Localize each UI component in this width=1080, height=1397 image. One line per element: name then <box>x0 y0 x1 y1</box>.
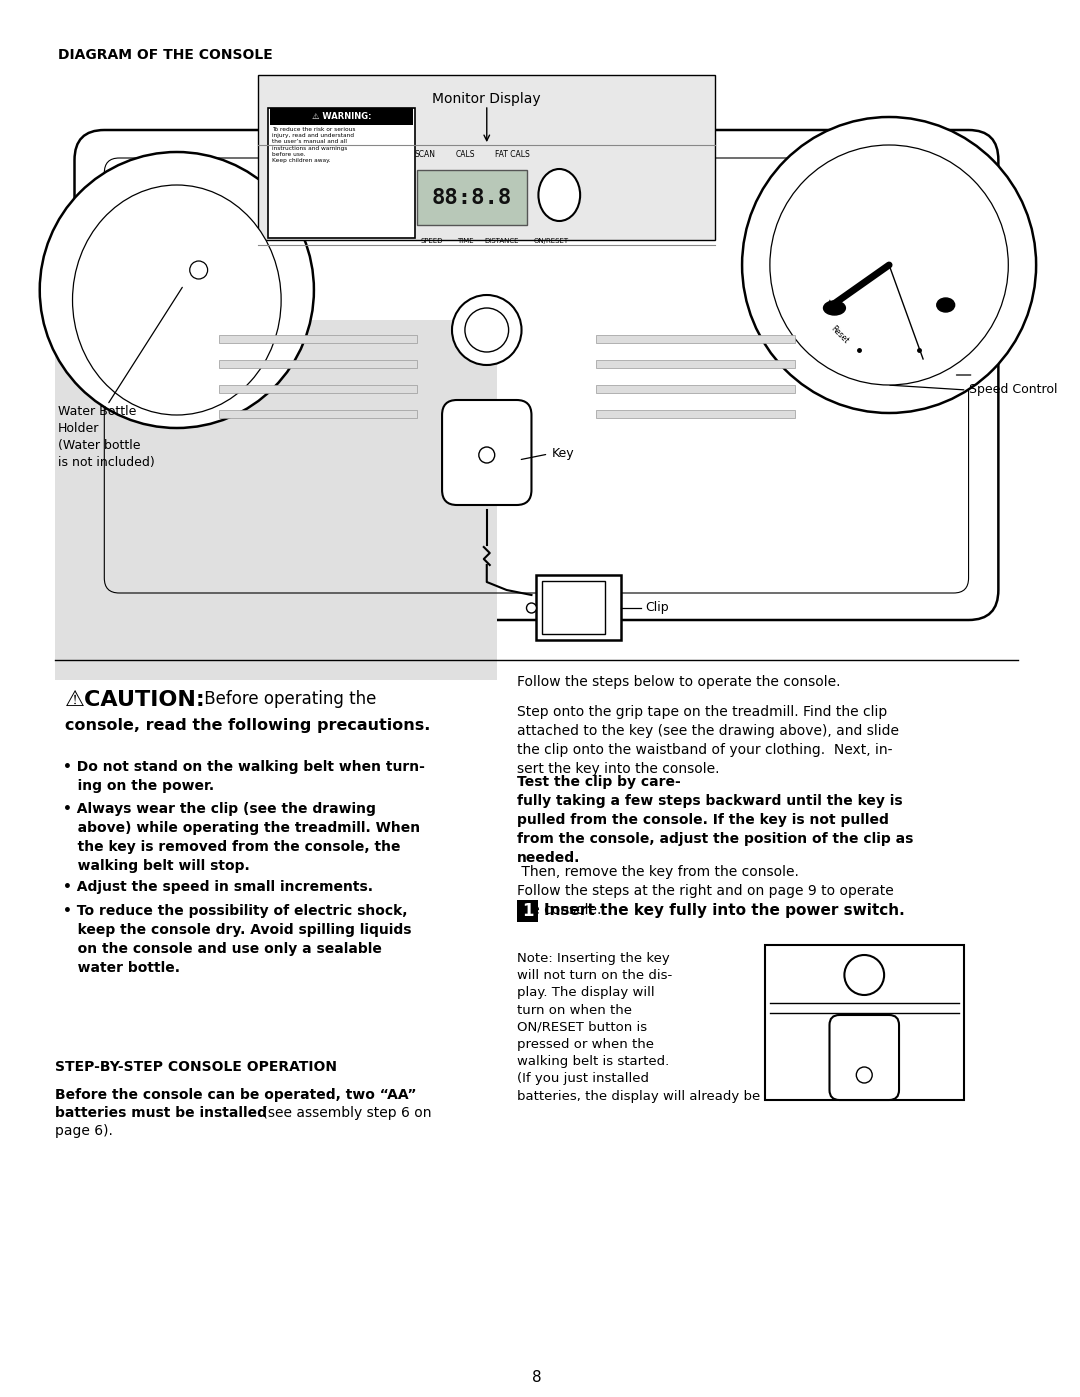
Bar <box>258 75 715 240</box>
Circle shape <box>464 307 509 352</box>
Bar <box>596 409 795 418</box>
Text: Clip: Clip <box>646 602 670 615</box>
Bar <box>218 335 417 344</box>
Text: • Always wear the clip (see the drawing
   above) while operating the treadmill.: • Always wear the clip (see the drawing … <box>63 802 420 873</box>
Bar <box>596 335 795 344</box>
Text: Water Bottle
Holder
(Water bottle
is not included): Water Bottle Holder (Water bottle is not… <box>57 405 154 469</box>
Text: ⚠ WARNING:: ⚠ WARNING: <box>312 112 372 122</box>
Text: ⚠CAUTION:: ⚠CAUTION: <box>65 690 205 710</box>
Bar <box>537 576 621 640</box>
Circle shape <box>527 604 537 613</box>
Text: SPEED: SPEED <box>421 237 444 244</box>
FancyBboxPatch shape <box>829 1016 899 1099</box>
FancyBboxPatch shape <box>442 400 531 504</box>
Text: 88:8.8: 88:8.8 <box>432 187 512 208</box>
Bar <box>417 170 527 225</box>
Text: Note: Inserting the key
will not turn on the dis-
play. The display will
turn on: Note: Inserting the key will not turn on… <box>516 951 789 1102</box>
Bar <box>268 108 415 237</box>
Text: console, read the following precautions.: console, read the following precautions. <box>65 718 430 733</box>
Circle shape <box>453 295 522 365</box>
Text: CALS: CALS <box>455 149 475 159</box>
Text: TIME: TIME <box>457 237 473 244</box>
Text: SCAN: SCAN <box>415 149 435 159</box>
Text: (see assembly step 6 on: (see assembly step 6 on <box>258 1106 432 1120</box>
Bar <box>218 360 417 367</box>
Text: Then, remove the key from the console.
Follow the steps at the right and on page: Then, remove the key from the console. F… <box>516 865 893 916</box>
Text: ON/RESET: ON/RESET <box>534 237 569 244</box>
FancyBboxPatch shape <box>75 130 998 620</box>
Text: Test the clip by care-
fully taking a few steps backward until the key is
pulled: Test the clip by care- fully taking a fe… <box>516 775 913 865</box>
Text: To reduce the risk or serious
injury, read and understand
the user’s manual and : To reduce the risk or serious injury, re… <box>272 127 355 163</box>
Bar <box>596 386 795 393</box>
Ellipse shape <box>824 300 846 314</box>
Bar <box>596 360 795 367</box>
Text: • To reduce the possibility of electric shock,
   keep the console dry. Avoid sp: • To reduce the possibility of electric … <box>63 904 411 975</box>
Text: Monitor Display: Monitor Display <box>432 92 541 106</box>
Text: Insert the key fully into the power switch.: Insert the key fully into the power swit… <box>544 904 905 918</box>
Bar <box>542 581 605 634</box>
Circle shape <box>770 145 1009 386</box>
Text: STEP-BY-STEP CONSOLE OPERATION: STEP-BY-STEP CONSOLE OPERATION <box>55 1060 337 1074</box>
Text: Key: Key <box>551 447 573 461</box>
Ellipse shape <box>539 169 580 221</box>
Text: Reset: Reset <box>828 324 850 345</box>
Text: Before operating the: Before operating the <box>199 690 376 708</box>
Bar <box>270 108 414 124</box>
Text: DIAGRAM OF THE CONSOLE: DIAGRAM OF THE CONSOLE <box>57 47 272 61</box>
Circle shape <box>845 956 885 995</box>
Text: Follow the steps below to operate the console.: Follow the steps below to operate the co… <box>516 675 840 689</box>
Ellipse shape <box>72 184 281 415</box>
Text: ▲: ▲ <box>824 298 835 313</box>
Circle shape <box>40 152 314 427</box>
Text: batteries must be installed: batteries must be installed <box>55 1106 267 1120</box>
Ellipse shape <box>936 298 955 312</box>
Text: 1: 1 <box>522 902 534 921</box>
Bar <box>516 900 539 922</box>
Text: • Do not stand on the walking belt when turn-
   ing on the power.: • Do not stand on the walking belt when … <box>63 760 424 793</box>
Text: 8: 8 <box>531 1370 541 1384</box>
Text: FAT CALS: FAT CALS <box>496 149 530 159</box>
Circle shape <box>856 1067 873 1083</box>
Text: page 6).: page 6). <box>55 1125 112 1139</box>
Text: Step onto the grip tape on the treadmill. Find the clip
attached to the key (see: Step onto the grip tape on the treadmill… <box>516 705 899 775</box>
Circle shape <box>478 447 495 462</box>
Bar <box>218 386 417 393</box>
Bar <box>218 409 417 418</box>
Circle shape <box>742 117 1036 414</box>
Text: DISTANCE: DISTANCE <box>485 237 518 244</box>
Circle shape <box>190 261 207 279</box>
Text: • Adjust the speed in small increments.: • Adjust the speed in small increments. <box>63 880 373 894</box>
Text: Speed Control: Speed Control <box>969 384 1057 397</box>
Bar <box>55 320 497 680</box>
Text: Before the console can be operated, two “AA”: Before the console can be operated, two … <box>55 1088 416 1102</box>
Bar <box>765 944 963 1099</box>
